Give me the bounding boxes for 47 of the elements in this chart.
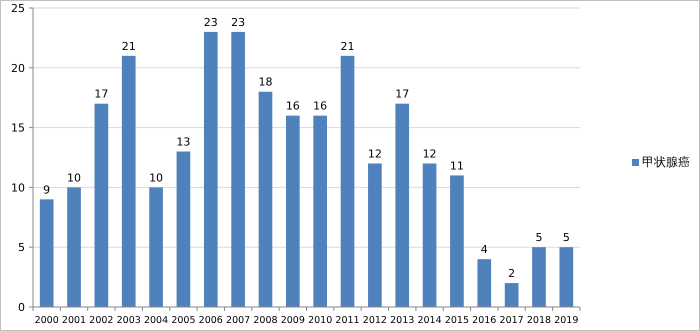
x-tick-label: 2012	[362, 315, 387, 326]
x-tick-label: 2018	[526, 315, 552, 326]
x-tick-label: 2015	[444, 315, 470, 326]
data-label: 11	[450, 159, 464, 172]
data-label: 2	[508, 267, 516, 280]
x-tick-label: 2013	[390, 315, 414, 326]
x-tick-label: 2019	[554, 315, 578, 326]
x-tick-label: 2009	[280, 315, 305, 326]
data-label: 4	[480, 243, 488, 256]
data-label: 12	[422, 147, 437, 160]
x-tick-label: 2005	[171, 315, 196, 326]
data-label: 5	[562, 231, 570, 244]
data-label: 21	[340, 40, 355, 53]
x-tick-label: 2007	[226, 315, 250, 326]
x-tick-label: 2001	[62, 315, 86, 326]
y-tick-label: 0	[18, 301, 25, 314]
x-tick-label: 2004	[144, 315, 168, 326]
data-label: 13	[176, 136, 190, 149]
y-tick-label: 5	[18, 241, 25, 254]
x-tick-label: 2014	[417, 315, 442, 326]
data-label: 17	[94, 88, 108, 101]
x-tick-label: 2003	[116, 315, 141, 326]
x-tick-label: 2011	[335, 315, 360, 326]
data-label: 16	[313, 100, 328, 113]
data-label: 10	[67, 171, 82, 184]
x-tick-label: 2017	[500, 315, 524, 326]
data-label: 5	[535, 231, 542, 244]
legend-label: 甲状腺癌	[642, 155, 690, 169]
x-tick-label: 2008	[253, 315, 278, 326]
x-tick-label: 2000	[34, 315, 59, 326]
x-tick-label: 2010	[308, 315, 332, 326]
data-label: 9	[43, 183, 50, 196]
data-label: 17	[395, 88, 410, 101]
data-label: 12	[368, 147, 382, 160]
data-label: 23	[204, 16, 218, 29]
y-tick-label: 25	[11, 2, 25, 15]
x-tick-label: 2016	[472, 315, 496, 326]
x-tick-label: 2002	[89, 315, 114, 326]
y-tick-label: 20	[11, 62, 25, 75]
y-tick-label: 15	[11, 122, 25, 135]
data-label: 23	[231, 16, 246, 29]
data-label: 10	[149, 171, 164, 184]
data-label: 18	[258, 76, 272, 89]
data-label: 16	[286, 100, 300, 113]
x-tick-label: 2006	[198, 315, 223, 326]
y-tick-label: 10	[11, 181, 25, 194]
data-label: 21	[122, 40, 136, 53]
